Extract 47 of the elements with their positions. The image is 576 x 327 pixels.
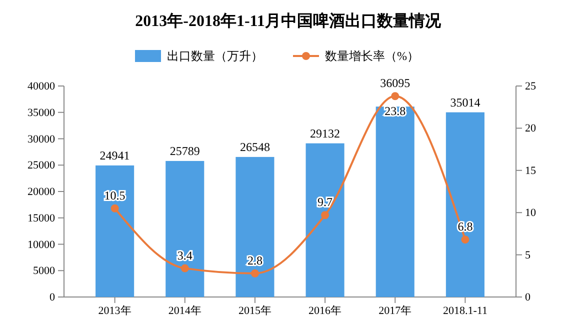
data-label: 36095 [380,76,410,90]
data-label: 23.8 [384,104,406,118]
legend-label: 出口数量（万升） [167,49,263,63]
data-label: 10.5 [104,188,126,202]
data-label: 26548 [240,140,270,154]
point [391,92,400,100]
y-tick-label: 5000 [33,265,56,278]
point [250,269,259,278]
y2-tick-label: 0 [525,292,531,304]
y-tick-label: 15000 [28,212,56,224]
x-tick-label: 2014年 [168,304,202,317]
y2-tick-label: 5 [525,249,531,262]
bar [166,160,204,297]
bar [306,143,344,297]
x-tick-label: 2018.1-11 [442,304,488,317]
point [180,264,189,272]
data-label: 9.7 [318,195,333,210]
data-label: 25789 [170,144,200,158]
data-label: 2.8 [247,253,262,268]
y-tick-label: 35000 [28,106,56,119]
y2-tick-label: 15 [525,164,536,177]
bar [376,106,414,297]
bar [96,165,134,297]
x-tick-label: 2016年 [308,304,342,317]
bar [236,156,274,297]
y2-tick-label: 10 [525,207,536,220]
y-tick-label: 30000 [28,133,56,146]
x-tick-label: 2017年 [378,304,412,317]
data-label: 24941 [100,148,130,162]
point [461,236,470,244]
bar [446,112,484,297]
data-label: 29132 [310,126,340,140]
y-tick-label: 20000 [28,186,56,198]
x-tick-label: 2015年 [238,304,272,317]
legend-label: 数量增长率（%） [325,49,419,63]
y-tick-label: 40000 [28,80,56,93]
data-label: 35014 [450,95,480,110]
y2-tick-label: 20 [525,122,536,135]
y-tick-label: 25000 [28,160,56,172]
y2-tick-label: 25 [525,80,536,93]
x-tick-label: 2013年 [98,304,132,317]
point [110,204,119,212]
y-tick-label: 10000 [28,238,56,251]
data-label: 3.4 [177,248,192,262]
point [321,211,330,220]
y-tick-label: 0 [50,292,56,304]
chart-title: 2013年-2018年1-11月中国啤酒出口数量情况 [135,12,442,30]
